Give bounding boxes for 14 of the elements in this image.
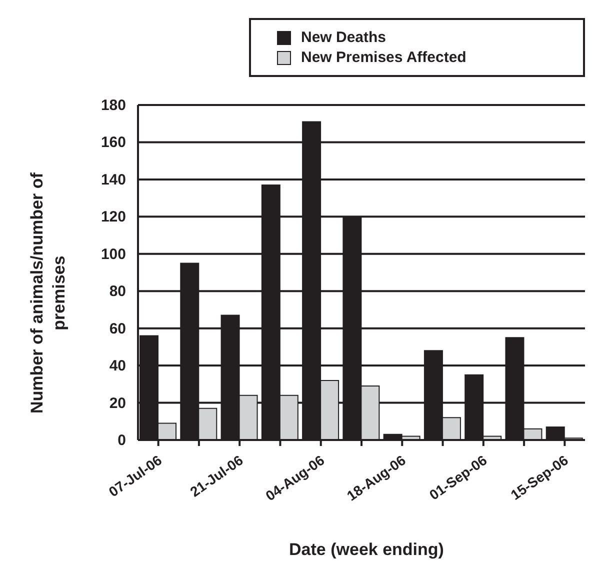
y-axis-title: Number of animals/number of premises (26, 172, 69, 414)
legend-label: New Deaths (301, 29, 386, 46)
y-tick-label: 160 (100, 134, 126, 152)
y-tick-label: 60 (109, 320, 126, 338)
y-tick-label: 0 (118, 432, 126, 449)
y-tick-label: 180 (100, 97, 126, 114)
y-tick-label: 120 (100, 208, 126, 226)
legend-label: New Premises Affected (301, 49, 466, 66)
y-tick-label: 100 (100, 246, 126, 263)
y-tick-label: 20 (109, 394, 126, 412)
y-tick-label: 80 (109, 283, 126, 300)
x-axis-title: Date (week ending) (288, 540, 445, 560)
y-tick-label: 140 (100, 171, 126, 188)
y-tick-label: 40 (109, 358, 126, 375)
